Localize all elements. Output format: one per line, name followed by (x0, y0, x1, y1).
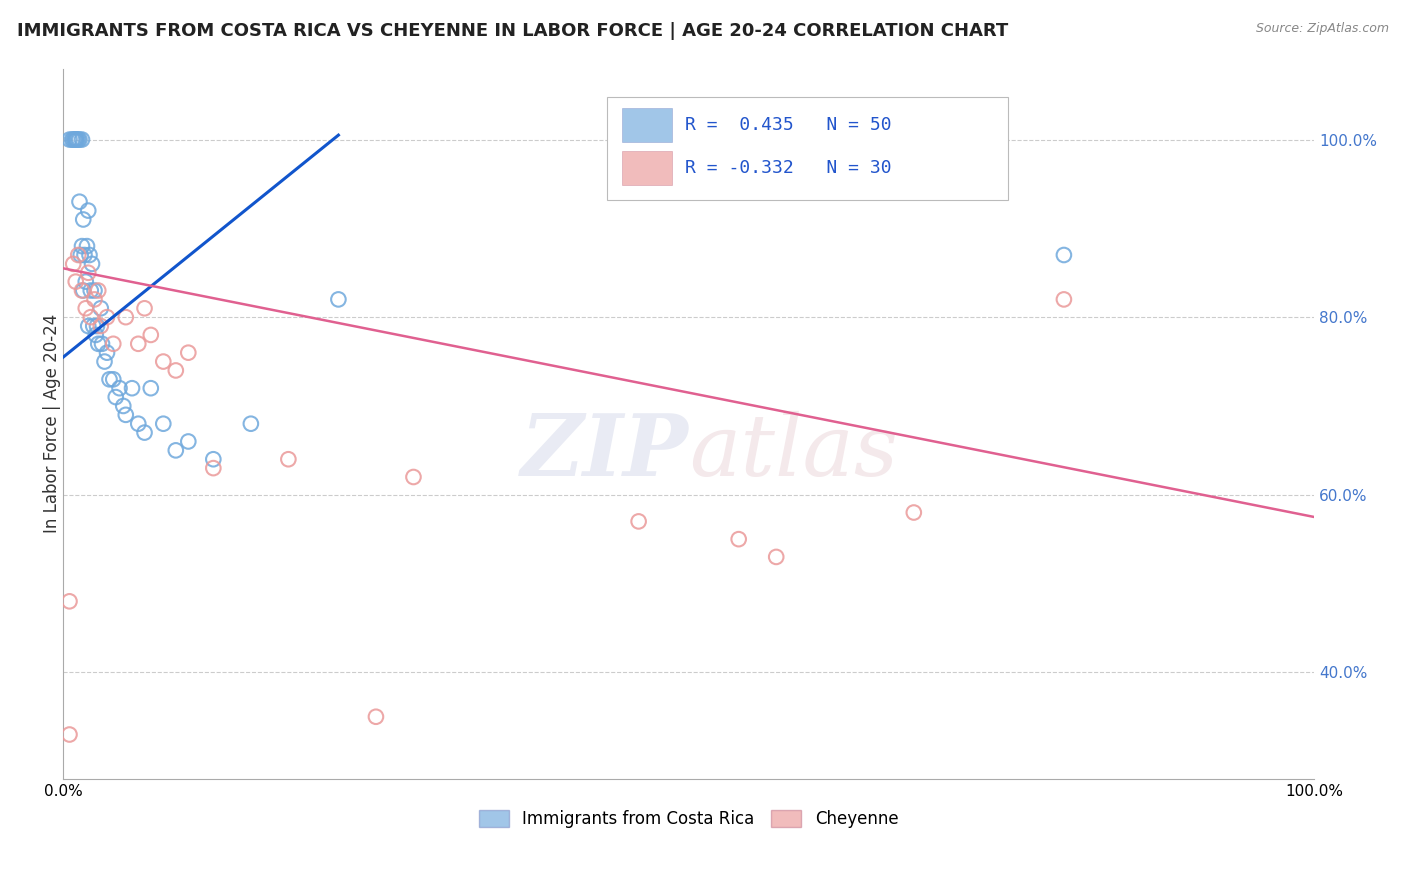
Point (77, 203, 100, 218)
Point (277, 452, 299, 467)
Point (69, 132, 91, 146)
Point (177, 434, 200, 449)
Point (65, 275, 87, 289)
Point (165, 443, 187, 458)
Point (67, 248, 90, 262)
Point (165, 363, 187, 377)
Point (70, 284, 93, 298)
FancyBboxPatch shape (623, 151, 672, 185)
Point (402, 470, 425, 484)
Point (70, 132, 93, 146)
Point (72, 284, 94, 298)
Point (139, 327, 162, 342)
Point (67, 132, 90, 146)
Point (139, 381, 162, 395)
Point (96, 345, 118, 359)
Point (90, 319, 112, 334)
Point (80, 310, 103, 325)
FancyBboxPatch shape (607, 97, 1008, 200)
Point (152, 354, 174, 368)
Point (77, 319, 100, 334)
Point (77, 266, 100, 280)
Point (91, 336, 114, 351)
Point (83, 284, 105, 298)
Point (82, 319, 104, 334)
Point (96, 310, 118, 325)
Point (202, 452, 225, 467)
Y-axis label: In Labor Force | Age 20-24: In Labor Force | Age 20-24 (44, 314, 60, 533)
Point (63, 132, 86, 146)
Point (134, 425, 156, 440)
Point (239, 417, 262, 431)
Point (93, 354, 115, 368)
Point (127, 336, 149, 351)
Point (66, 132, 89, 146)
Point (90, 301, 112, 316)
Point (134, 301, 156, 316)
Point (84, 327, 107, 342)
Point (104, 390, 127, 404)
Text: atlas: atlas (689, 411, 898, 493)
Point (83, 293, 105, 307)
Point (727, 532, 749, 546)
Point (58, 132, 80, 146)
Point (80, 257, 103, 271)
Point (76, 239, 98, 253)
Point (69, 248, 91, 262)
Point (114, 408, 136, 422)
Point (62, 257, 84, 271)
Text: ZIP: ZIP (520, 410, 689, 494)
Point (364, 710, 387, 724)
Point (87, 336, 110, 351)
Point (87, 284, 110, 298)
Point (75, 301, 97, 316)
Point (58, 727, 80, 741)
Point (1053, 248, 1076, 262)
Point (86, 319, 108, 334)
Point (127, 417, 149, 431)
Point (80, 284, 103, 298)
FancyBboxPatch shape (623, 108, 672, 143)
Text: R =  0.435   N = 50: R = 0.435 N = 50 (685, 116, 891, 135)
Point (328, 293, 350, 307)
Point (69, 194, 91, 209)
Point (103, 336, 125, 351)
Point (177, 345, 200, 359)
Text: Source: ZipAtlas.com: Source: ZipAtlas.com (1256, 22, 1389, 36)
Text: IMMIGRANTS FROM COSTA RICA VS CHEYENNE IN LABOR FORCE | AGE 20-24 CORRELATION CH: IMMIGRANTS FROM COSTA RICA VS CHEYENNE I… (17, 22, 1008, 40)
Point (72, 212, 94, 227)
Point (60, 132, 83, 146)
Point (62, 132, 84, 146)
Point (765, 549, 787, 564)
Point (108, 381, 131, 395)
Point (58, 594, 80, 608)
Point (202, 461, 225, 475)
Point (121, 381, 143, 395)
Point (152, 417, 174, 431)
Point (65, 132, 87, 146)
Point (98, 372, 121, 386)
Point (103, 372, 125, 386)
Point (79, 248, 101, 262)
Point (70, 239, 93, 253)
Point (65, 132, 87, 146)
Point (73, 248, 96, 262)
Point (114, 310, 136, 325)
Point (1053, 293, 1076, 307)
Point (65, 132, 87, 146)
Point (75, 275, 97, 289)
Text: R = -0.332   N = 30: R = -0.332 N = 30 (685, 159, 891, 177)
Legend: Immigrants from Costa Rica, Cheyenne: Immigrants from Costa Rica, Cheyenne (472, 803, 905, 835)
Point (112, 399, 135, 413)
Point (903, 506, 925, 520)
Point (627, 515, 650, 529)
